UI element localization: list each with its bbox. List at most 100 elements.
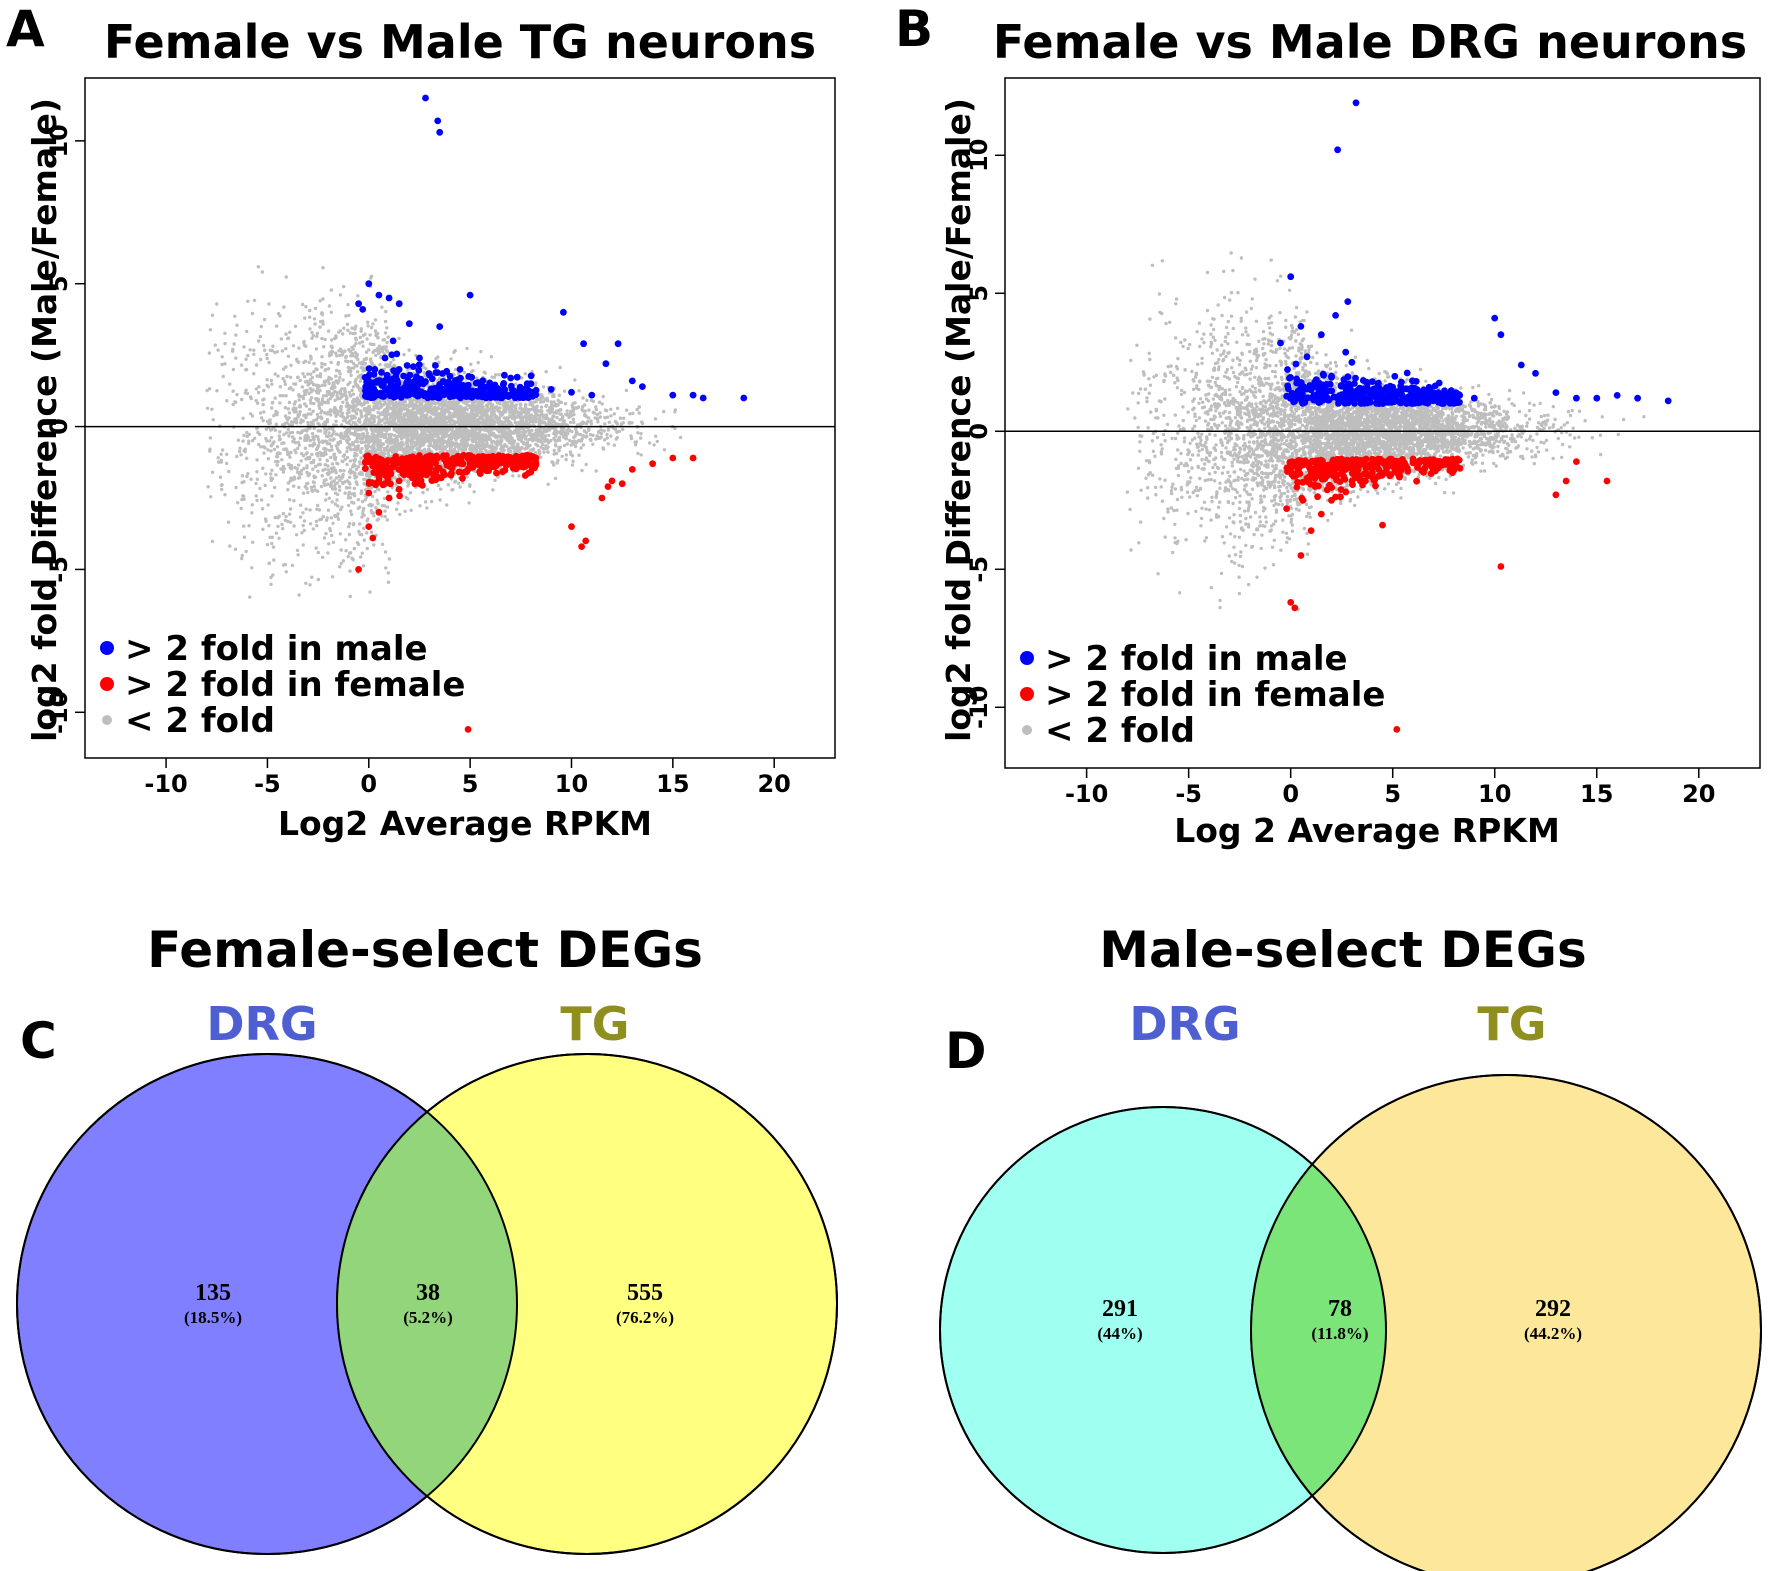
background-point: [327, 381, 331, 386]
background-point: [602, 429, 606, 433]
background-point: [603, 422, 607, 426]
background-point: [347, 525, 351, 529]
background-point: [363, 332, 367, 336]
background-point: [338, 433, 342, 438]
background-point: [341, 332, 345, 336]
background-point: [255, 498, 259, 503]
background-point: [310, 452, 314, 457]
background-point: [365, 434, 369, 438]
background-point: [552, 448, 556, 453]
background-point: [276, 524, 280, 529]
background-point: [527, 432, 531, 436]
background-point: [384, 566, 388, 570]
background-point: [301, 511, 305, 515]
background-point: [323, 431, 327, 435]
background-point: [316, 415, 320, 420]
background-point: [295, 416, 299, 420]
background-point: [348, 594, 352, 599]
background-point: [298, 378, 302, 383]
background-point: [315, 331, 320, 336]
background-point: [337, 369, 341, 373]
background-point: [346, 328, 350, 332]
background-point: [322, 536, 327, 540]
background-point: [479, 408, 483, 412]
background-point: [342, 350, 346, 354]
background-point: [340, 353, 345, 357]
background-point: [347, 313, 351, 317]
background-point: [507, 420, 512, 424]
background-point: [323, 463, 327, 467]
background-point: [264, 472, 268, 476]
background-point: [350, 399, 355, 404]
background-point: [492, 409, 496, 414]
background-point: [535, 398, 539, 402]
background-point: [355, 403, 359, 407]
background-point: [293, 324, 298, 328]
background-point: [346, 554, 350, 559]
background-point: [460, 436, 465, 440]
background-point: [354, 439, 358, 443]
background-point: [558, 418, 562, 422]
background-point: [515, 422, 519, 426]
background-point: [320, 365, 324, 369]
background-point: [298, 410, 302, 414]
background-point: [381, 403, 385, 407]
background-point: [297, 394, 301, 398]
background-point: [303, 446, 308, 450]
background-point: [320, 409, 324, 413]
background-point: [301, 394, 305, 399]
background-point: [524, 414, 528, 418]
background-point: [282, 432, 286, 437]
background-point: [570, 454, 575, 458]
background-point: [425, 506, 429, 510]
background-point: [336, 517, 341, 521]
background-point: [385, 505, 390, 509]
background-point: [258, 411, 263, 415]
background-point: [377, 406, 381, 410]
background-point: [236, 501, 240, 505]
background-point: [244, 549, 248, 554]
background-point: [412, 406, 416, 411]
background-point: [325, 441, 329, 445]
background-point: [570, 429, 574, 434]
background-point: [308, 407, 312, 412]
background-point: [318, 462, 322, 467]
background-point: [313, 306, 318, 311]
background-point: [323, 337, 327, 342]
background-point: [368, 417, 372, 421]
background-point: [384, 402, 389, 406]
background-point: [505, 400, 510, 405]
background-point: [397, 336, 401, 341]
background-point: [334, 482, 338, 486]
background-point: [376, 410, 380, 415]
background-point: [305, 466, 309, 470]
background-point: [318, 325, 322, 329]
background-point: [541, 443, 545, 447]
background-point: [270, 349, 274, 353]
background-point: [273, 428, 278, 432]
background-point: [375, 498, 379, 502]
background-point: [362, 526, 366, 531]
background-point: [372, 419, 376, 424]
background-point: [673, 426, 677, 430]
background-point: [317, 508, 322, 512]
background-point: [310, 443, 314, 447]
background-point: [301, 302, 305, 307]
background-point: [598, 415, 602, 419]
background-point: [513, 446, 517, 451]
background-point: [312, 484, 316, 489]
background-point: [601, 447, 606, 451]
background-point: [429, 437, 434, 442]
background-point: [654, 434, 658, 438]
background-point: [295, 357, 299, 361]
background-point: [362, 357, 366, 362]
background-point: [348, 496, 353, 500]
background-point: [256, 430, 260, 435]
background-point: [330, 487, 335, 491]
background-point: [428, 443, 433, 448]
background-point: [615, 430, 619, 434]
background-point: [210, 407, 214, 411]
background-point: [305, 429, 309, 433]
background-point: [341, 472, 345, 477]
background-point: [508, 433, 513, 437]
